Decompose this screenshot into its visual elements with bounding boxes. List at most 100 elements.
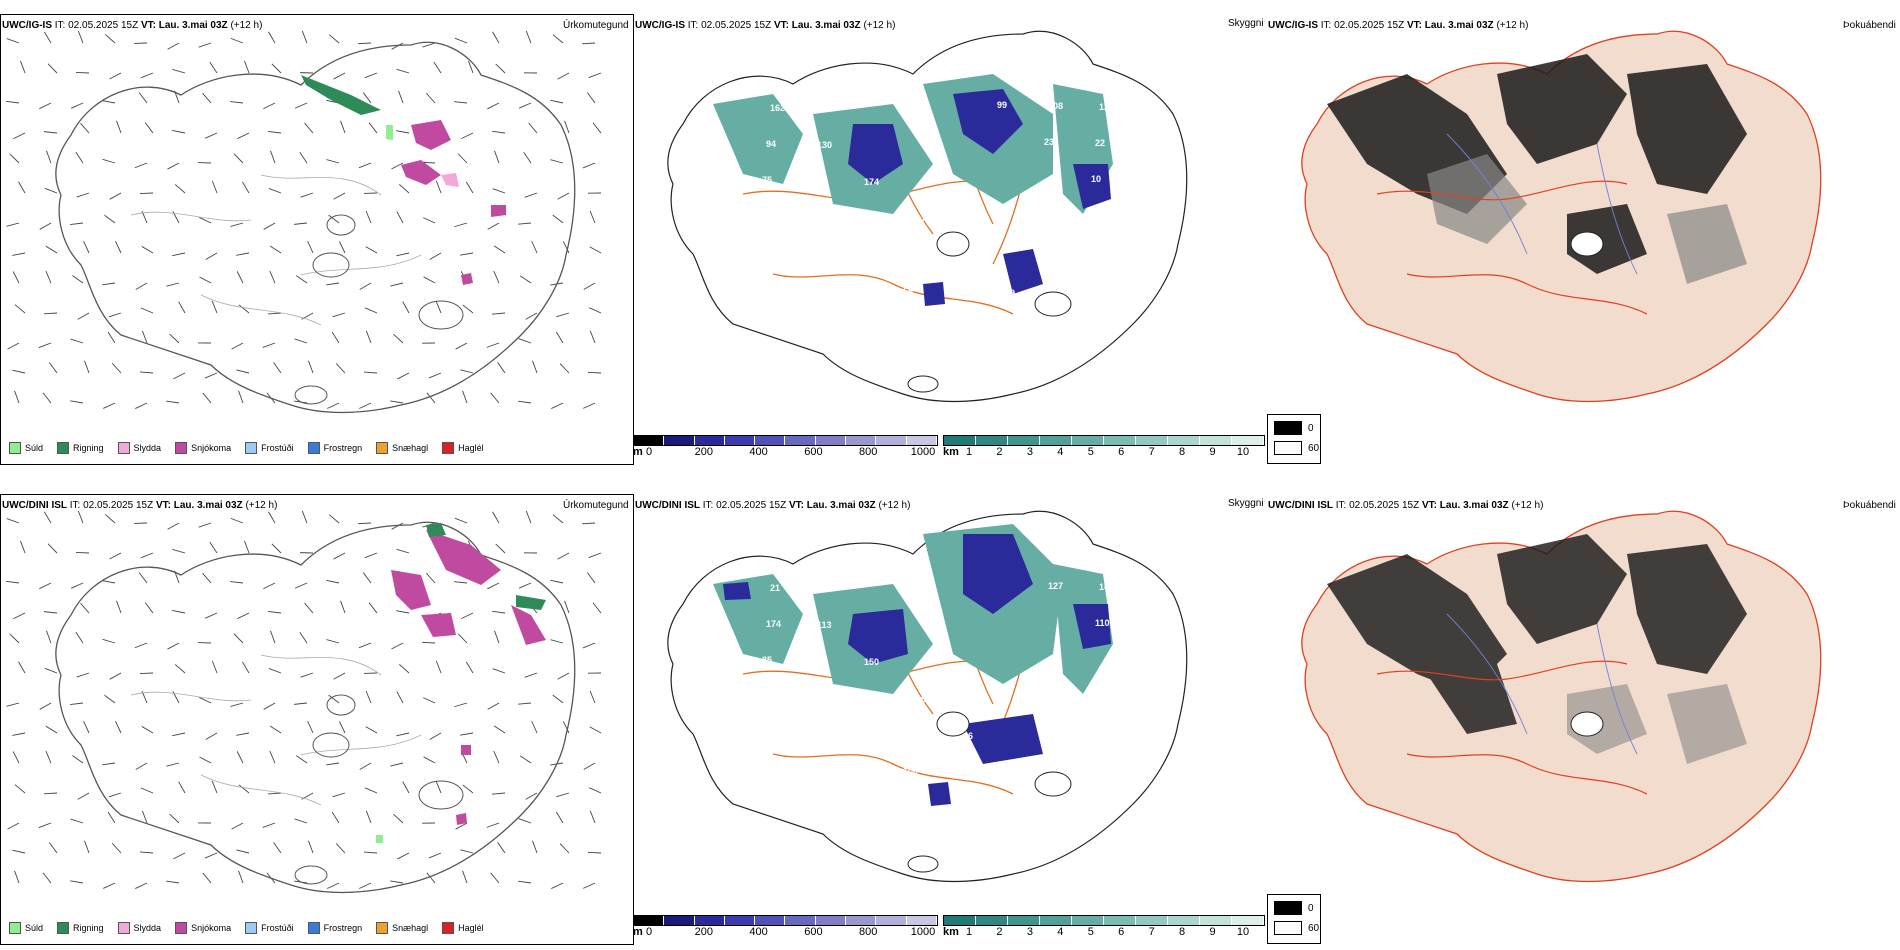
wind-barb: [141, 246, 154, 254]
model-name: UWC/DINI ISL: [635, 500, 700, 511]
wind-barb: [589, 810, 596, 824]
wind-barb: [140, 787, 154, 794]
wind-barb: [519, 755, 532, 764]
wind-barb: [294, 582, 308, 589]
wind-barb: [555, 811, 564, 824]
wind-barb: [109, 672, 122, 680]
cloud-visibility-map: 26 21 113 150 166 196 149 122 149 174 40 66 106 87 40 1…: [667, 510, 1188, 883]
iceland-coastline: [55, 41, 576, 414]
legend-label: Rigning: [73, 923, 104, 933]
wind-barb: [263, 222, 276, 230]
legend-label: Rigning: [73, 443, 104, 453]
wind-barb: [332, 312, 346, 318]
model-name: UWC/IG-IS: [635, 20, 685, 31]
wind-barb: [178, 301, 186, 314]
wind-barb: [454, 517, 468, 524]
wind-barb: [492, 511, 500, 524]
legend-item: Slydda: [117, 922, 161, 934]
colorbar-cell: [1072, 916, 1104, 925]
wind-barb: [38, 342, 52, 349]
wind-barb: [454, 222, 468, 228]
precip-rain-area: [301, 75, 381, 115]
lead-time: (+12 h): [863, 20, 896, 31]
wind-barb: [76, 672, 90, 678]
wind-barb: [362, 572, 372, 584]
legend-item: Frostúði: [245, 922, 294, 934]
cloud-visibility-panel: 26 21 113 150 166 196 149 122 149 174 40 66 106 87 40 1…: [633, 494, 1265, 943]
wind-barb: [426, 872, 436, 884]
precip-type-map: [6, 510, 602, 894]
wind-barb: [357, 522, 372, 525]
wind-barb: [304, 122, 314, 134]
wind-barb: [582, 882, 596, 889]
wind-barb: [435, 660, 442, 674]
wind-barb: [102, 762, 116, 766]
colorbar-tick: 400: [749, 926, 768, 938]
wind-barb: [44, 187, 58, 194]
wind-barb: [396, 130, 410, 134]
wind-barb: [587, 851, 602, 854]
wind-barb: [231, 342, 244, 350]
wind-barb: [44, 611, 58, 614]
wind-barb: [462, 784, 474, 794]
cloud-base-label: 115: [1001, 324, 1016, 334]
wind-barb: [396, 211, 404, 224]
wind-barb: [140, 371, 154, 374]
precip-type-title: Úrkomutegund: [563, 20, 629, 31]
wind-barb: [84, 360, 90, 374]
wind-barb: [49, 362, 58, 374]
cloud-base-colorbar: m 0 200 400 600 800 1000: [633, 435, 938, 465]
visibility-unit: km: [943, 446, 959, 458]
wind-barb: [428, 852, 442, 859]
legend-item: Snjókoma: [175, 922, 231, 934]
wind-barb: [559, 363, 570, 374]
cloud-base-label: 99: [997, 100, 1007, 110]
wind-barb: [550, 99, 564, 104]
wind-barb: [104, 514, 116, 524]
wind-barb: [238, 304, 250, 314]
wind-barb: [487, 222, 500, 230]
wind-barb: [134, 642, 148, 649]
wind-barb: [46, 150, 52, 164]
wind-barb: [557, 552, 570, 560]
wind-barb: [230, 101, 244, 104]
wind-barb: [426, 392, 436, 404]
model-name: UWC/DINI ISL: [1268, 500, 1333, 511]
wind-barb: [493, 270, 500, 284]
colorbar-tick: 600: [804, 926, 823, 938]
precip-type-panel: Súld Rigning Slydda Snjókoma Frostúði Frostre…: [0, 494, 634, 945]
colorbar-tick: 6: [1118, 926, 1125, 938]
lead-time: (+12 h): [1496, 20, 1529, 31]
colorbar-cell: [846, 916, 877, 925]
wind-barb: [38, 822, 52, 829]
wind-barb: [39, 222, 52, 230]
wind-barb: [556, 312, 570, 318]
wind-barb: [270, 630, 276, 644]
legend-item: Súld: [9, 442, 43, 454]
wind-barb: [14, 784, 26, 794]
wind-barb: [141, 810, 148, 824]
wind-barb: [557, 672, 570, 680]
cloud-base-label: 21: [770, 583, 780, 593]
wind-barb: [396, 548, 410, 554]
colorbar-cell: [634, 436, 665, 445]
wind-barb: [487, 702, 500, 710]
wind-barb: [273, 842, 282, 854]
wind-barb: [7, 822, 20, 830]
wind-barb: [45, 245, 58, 254]
lead-time: (+12 h): [878, 500, 911, 511]
wind-barb: [364, 72, 378, 79]
wind-barb: [462, 304, 474, 314]
colorbar-cell: [1232, 436, 1264, 445]
init-time: IT: 02.05.2025 15Z: [687, 20, 772, 31]
wind-barb: [49, 842, 58, 854]
cloud-base-label: 121: [809, 692, 824, 702]
wind-barb: [326, 762, 340, 766]
cloud-base-label: 40: [1001, 804, 1011, 814]
wind-barb: [102, 282, 116, 286]
wind-barb: [422, 42, 436, 48]
cloud-base-label: 166: [911, 694, 926, 704]
wind-barb: [238, 784, 250, 794]
wind-barb: [307, 720, 314, 734]
wind-barb: [271, 63, 282, 74]
